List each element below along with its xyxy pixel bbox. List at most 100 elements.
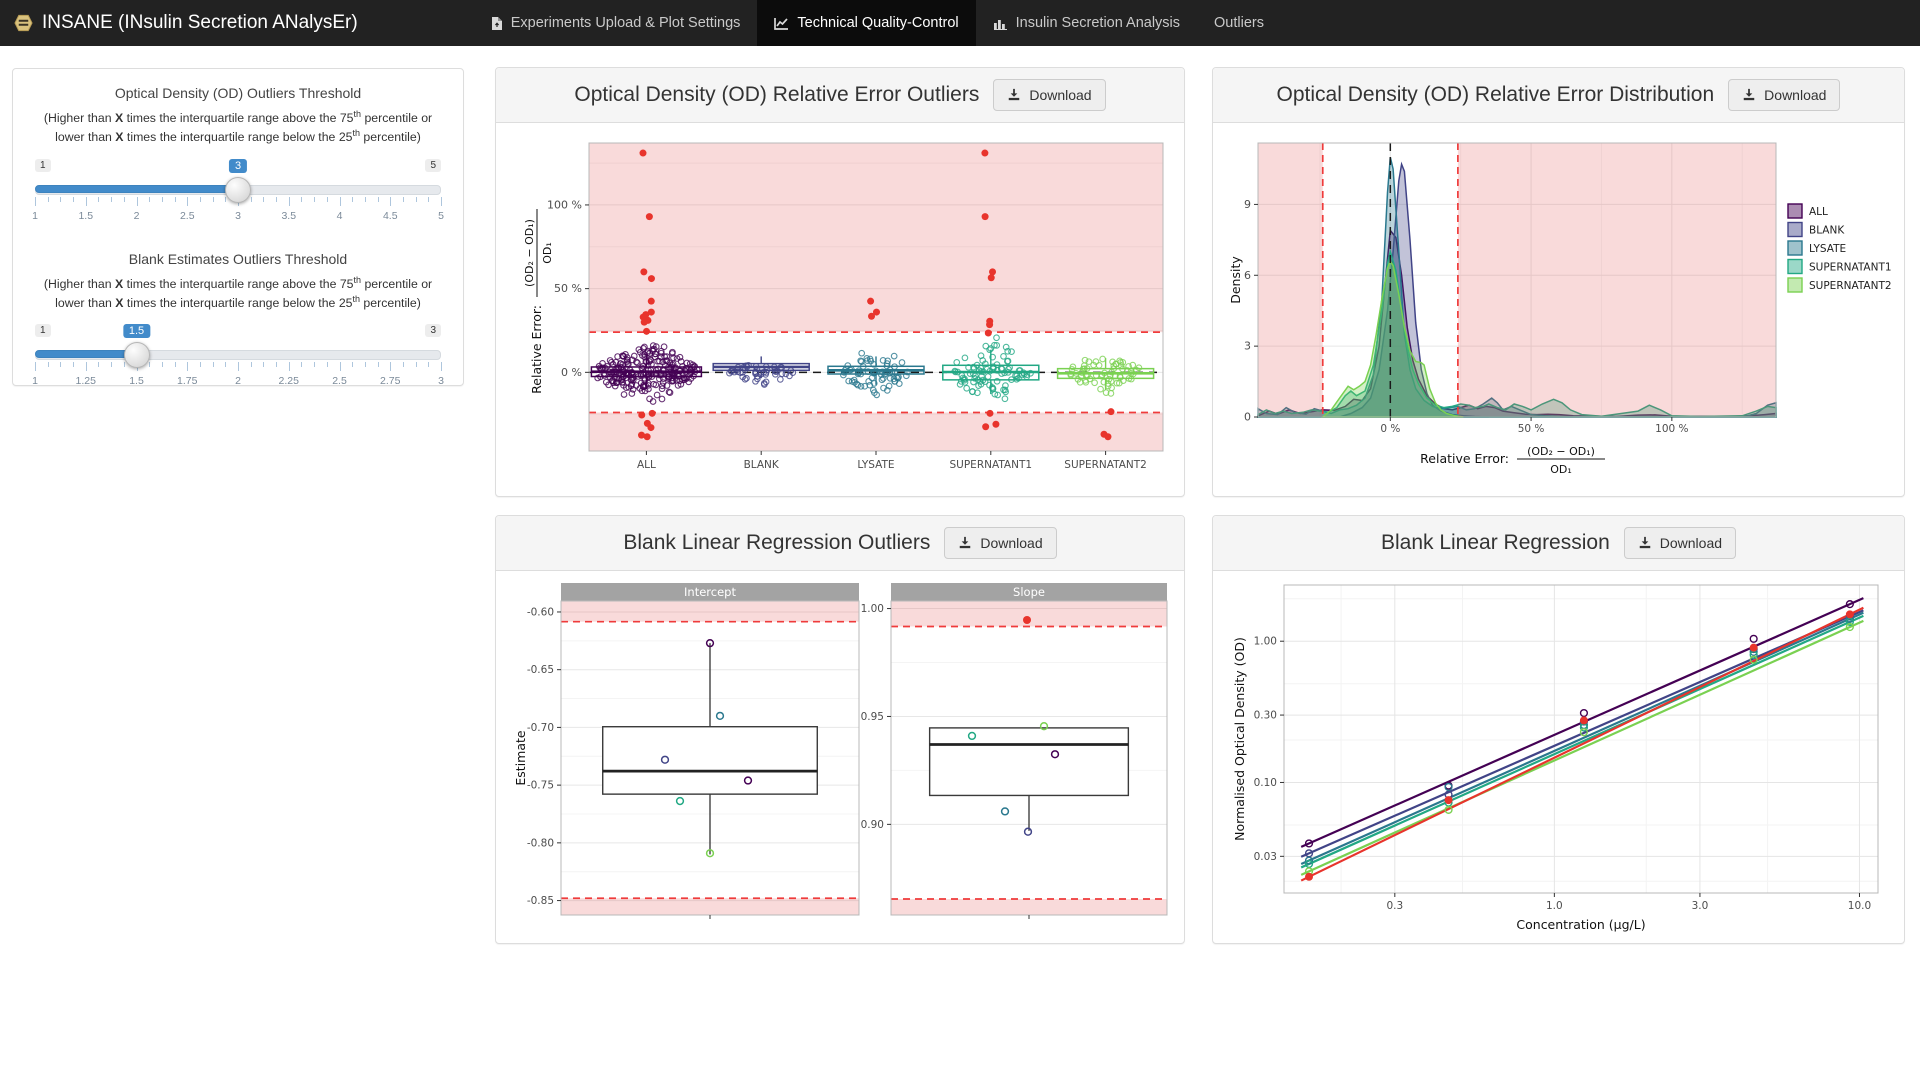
svg-text:0 %: 0 % bbox=[561, 366, 582, 379]
svg-text:ALL: ALL bbox=[637, 459, 656, 471]
slider-tick-label: 4.5 bbox=[382, 209, 398, 222]
slider-tick bbox=[415, 196, 417, 202]
slider-tick bbox=[199, 196, 201, 202]
slider-tick bbox=[98, 362, 100, 368]
slider-tick bbox=[199, 362, 201, 368]
slider-tick bbox=[301, 196, 303, 202]
svg-text:SUPERNATANT1: SUPERNATANT1 bbox=[1809, 262, 1891, 274]
app-title: INSANE (INsulin Secretion ANalysEr) bbox=[42, 12, 358, 33]
slider-tick-label: 5 bbox=[438, 209, 444, 222]
download-button[interactable]: Download bbox=[1623, 527, 1737, 559]
download-button[interactable]: Download bbox=[944, 527, 1057, 559]
slider-tick bbox=[149, 196, 151, 202]
slider-tick bbox=[352, 196, 354, 202]
slider-tick bbox=[225, 196, 227, 202]
svg-text:0.95: 0.95 bbox=[861, 711, 884, 723]
slider-handle[interactable] bbox=[123, 342, 150, 369]
svg-text:1.00: 1.00 bbox=[1254, 636, 1277, 648]
download-button[interactable]: Download bbox=[1728, 79, 1841, 111]
svg-text:(OD₂ − OD₁): (OD₂ − OD₁) bbox=[523, 219, 536, 287]
svg-text:ALL: ALL bbox=[1809, 206, 1828, 218]
svg-text:OD₁: OD₁ bbox=[1550, 463, 1572, 476]
svg-text:BLANK: BLANK bbox=[744, 459, 780, 471]
download-icon bbox=[958, 536, 972, 550]
slider-grid: 1 1.25 1.5 1.75 2 2.25 2.5 2.75 3 bbox=[32, 362, 444, 394]
svg-text:SUPERNATANT1: SUPERNATANT1 bbox=[950, 459, 1033, 471]
slider-tick bbox=[73, 196, 75, 202]
tab-technical-quality-control[interactable]: Technical Quality-Control bbox=[757, 0, 976, 46]
panel-title: Blank Linear Regression bbox=[1380, 531, 1610, 554]
tab-experiments-upload-plot-settings[interactable]: Experiments Upload & Plot Settings bbox=[474, 0, 758, 46]
slider-tick-label: 1.5 bbox=[78, 209, 94, 222]
navbar: INSANE (INsulin Secretion ANalysEr) Expe… bbox=[0, 0, 1920, 46]
bar-chart-icon bbox=[993, 17, 1008, 30]
blank-linear-regression-panel: Blank Linear Regression Download 0.3 1.0 3… bbox=[1212, 515, 1905, 944]
slider-min-label: 1 bbox=[35, 158, 51, 172]
panel-header: Optical Density (OD) Relative Error Dist… bbox=[1213, 68, 1904, 123]
svg-text:Relative Error:: Relative Error: bbox=[1420, 451, 1509, 466]
panel-header: Optical Density (OD) Relative Error Outl… bbox=[496, 68, 1184, 123]
tab-label: Experiments Upload & Plot Settings bbox=[510, 15, 741, 31]
slider-tick bbox=[161, 362, 163, 368]
slider-tick bbox=[123, 196, 125, 202]
svg-text:0.10: 0.10 bbox=[1254, 777, 1277, 789]
slider-value-badge: 3 bbox=[228, 158, 248, 173]
slider-tick bbox=[314, 196, 316, 202]
blank-linear-regression-outliers-panel: Blank Linear Regression Outliers Downloa… bbox=[495, 515, 1185, 944]
slider-tick bbox=[288, 196, 290, 206]
slider-tick-label: 2.75 bbox=[380, 375, 401, 388]
tab-insulin-secretion-analysis[interactable]: Insulin Secretion Analysis bbox=[976, 0, 1197, 46]
svg-text:-0.65: -0.65 bbox=[527, 664, 554, 676]
slider-tick bbox=[85, 196, 87, 206]
svg-text:100 %: 100 % bbox=[547, 198, 582, 211]
slider-tick bbox=[288, 362, 290, 372]
slider-tick-label: 3.5 bbox=[281, 209, 297, 222]
line-chart-icon bbox=[774, 17, 789, 30]
slider-tick bbox=[364, 362, 366, 368]
svg-text:Slope: Slope bbox=[1013, 585, 1045, 599]
slider-tick bbox=[225, 362, 227, 368]
slider-max-label: 3 bbox=[425, 324, 441, 338]
slider-handle[interactable] bbox=[225, 176, 251, 203]
download-button[interactable]: Download bbox=[993, 79, 1106, 111]
slider-tick bbox=[250, 362, 252, 368]
svg-text:0.30: 0.30 bbox=[1254, 710, 1277, 722]
svg-text:(OD₂ − OD₁): (OD₂ − OD₁) bbox=[1527, 445, 1595, 458]
svg-text:OD₁: OD₁ bbox=[541, 242, 554, 264]
blank-estimates-threshold-title: Blank Estimates Outliers Threshold bbox=[128, 250, 348, 267]
svg-text:-0.75: -0.75 bbox=[527, 780, 554, 792]
slider-tick bbox=[390, 362, 392, 372]
panel-title: Blank Linear Regression Outliers bbox=[623, 531, 931, 554]
svg-text:1.00: 1.00 bbox=[861, 603, 884, 615]
slider-tick bbox=[174, 362, 176, 368]
svg-text:-0.85: -0.85 bbox=[527, 895, 554, 907]
panel-header: Blank Linear Regression Outliers Downloa… bbox=[496, 516, 1184, 571]
slider-tick bbox=[415, 362, 417, 368]
svg-text:0: 0 bbox=[1244, 411, 1251, 424]
slider-tick-label: 1 bbox=[32, 375, 38, 388]
slider-tick bbox=[263, 362, 265, 368]
blank-linear-regression-outliers-plot: Intercept -0.60 -0.65 -0.70 -0.75 -0.80 -0.85 S… bbox=[513, 583, 1168, 919]
slider-tick-label: 2.5 bbox=[179, 209, 195, 222]
svg-text:-0.70: -0.70 bbox=[527, 722, 554, 734]
slider-tick bbox=[47, 196, 49, 202]
slider-tick bbox=[161, 196, 163, 202]
slider-tick bbox=[35, 196, 36, 206]
svg-text:0 %: 0 % bbox=[1380, 423, 1400, 435]
slider-tick bbox=[250, 196, 252, 202]
svg-text:0.3: 0.3 bbox=[1386, 900, 1403, 912]
slider-bar bbox=[35, 350, 137, 359]
slider-bar bbox=[35, 184, 238, 193]
app-brand[interactable]: INSANE (INsulin Secretion ANalysEr) bbox=[0, 0, 384, 46]
slider-tick bbox=[212, 196, 214, 202]
slider-tick-label: 2.25 bbox=[278, 375, 299, 388]
nav-tabs: Experiments Upload & Plot Settings Techni… bbox=[474, 0, 1281, 46]
slider-tick bbox=[301, 362, 303, 368]
slider-tick bbox=[60, 196, 62, 202]
tab-outliers[interactable]: Outliers bbox=[1197, 0, 1281, 46]
slider-tick bbox=[238, 362, 239, 372]
svg-text:-0.80: -0.80 bbox=[527, 837, 554, 849]
slider-max-label: 5 bbox=[425, 158, 441, 172]
svg-text:100 %: 100 % bbox=[1655, 423, 1688, 435]
file-icon bbox=[491, 16, 503, 31]
